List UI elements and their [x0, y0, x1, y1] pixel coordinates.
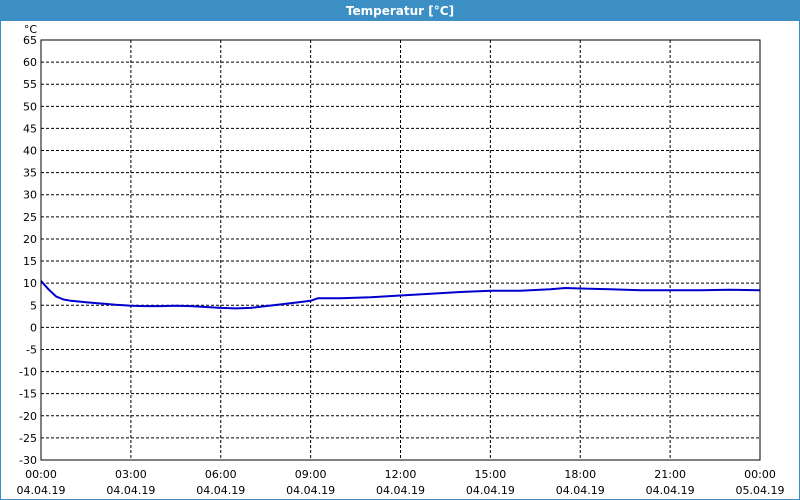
x-tick-time: 00:00 — [25, 468, 57, 481]
x-tick-time: 09:00 — [295, 468, 327, 481]
x-tick-date: 04.04.19 — [17, 484, 66, 497]
x-tick-date: 04.04.19 — [646, 484, 695, 497]
x-tick-time: 06:00 — [205, 468, 237, 481]
y-tick-label: -5 — [26, 343, 37, 356]
x-tick-time: 00:00 — [744, 468, 776, 481]
x-tick-date: 04.04.19 — [286, 484, 335, 497]
y-axis-unit: °C — [24, 23, 38, 36]
x-tick-date: 05.04.19 — [736, 484, 785, 497]
chart-grid — [41, 40, 760, 460]
y-tick-label: -15 — [19, 388, 37, 401]
y-tick-label: 5 — [30, 299, 37, 312]
y-axis: 65605550454035302520151050-5-10-15-20-25… — [19, 34, 37, 467]
x-tick-date: 04.04.19 — [466, 484, 515, 497]
y-tick-label: 30 — [23, 189, 37, 202]
y-tick-label: 25 — [23, 211, 37, 224]
y-tick-label: 45 — [23, 122, 37, 135]
window-title: Temperatur [°C] — [1, 1, 799, 21]
y-tick-label: 50 — [23, 100, 37, 113]
x-tick-date: 04.04.19 — [376, 484, 425, 497]
y-tick-label: 15 — [23, 255, 37, 268]
temperature-series-line — [40, 280, 761, 310]
y-tick-label: 0 — [30, 321, 37, 334]
y-tick-label: 10 — [23, 277, 37, 290]
y-tick-label: -25 — [19, 432, 37, 445]
x-tick-time: 18:00 — [564, 468, 596, 481]
y-tick-label: 55 — [23, 78, 37, 91]
x-tick-time: 21:00 — [654, 468, 686, 481]
series-group — [40, 280, 761, 310]
y-tick-label: 35 — [23, 167, 37, 180]
plot-frame — [40, 39, 761, 461]
y-tick-label: -10 — [19, 366, 37, 379]
x-tick-time: 12:00 — [385, 468, 417, 481]
x-tick-date: 04.04.19 — [196, 484, 245, 497]
x-tick-time: 15:00 — [475, 468, 507, 481]
y-tick-label: -30 — [19, 454, 37, 467]
y-tick-label: 60 — [23, 56, 37, 69]
x-tick-date: 04.04.19 — [106, 484, 155, 497]
y-tick-label: -20 — [19, 410, 37, 423]
x-axis: 00:00 04.04.19 03:00 04.04.19 06:00 04.04.19 0… — [17, 468, 785, 497]
y-tick-label: 40 — [23, 145, 37, 158]
y-tick-label: 65 — [23, 34, 37, 47]
x-tick-date: 04.04.19 — [556, 484, 605, 497]
x-tick-time: 03:00 — [115, 468, 147, 481]
y-tick-label: 20 — [23, 233, 37, 246]
